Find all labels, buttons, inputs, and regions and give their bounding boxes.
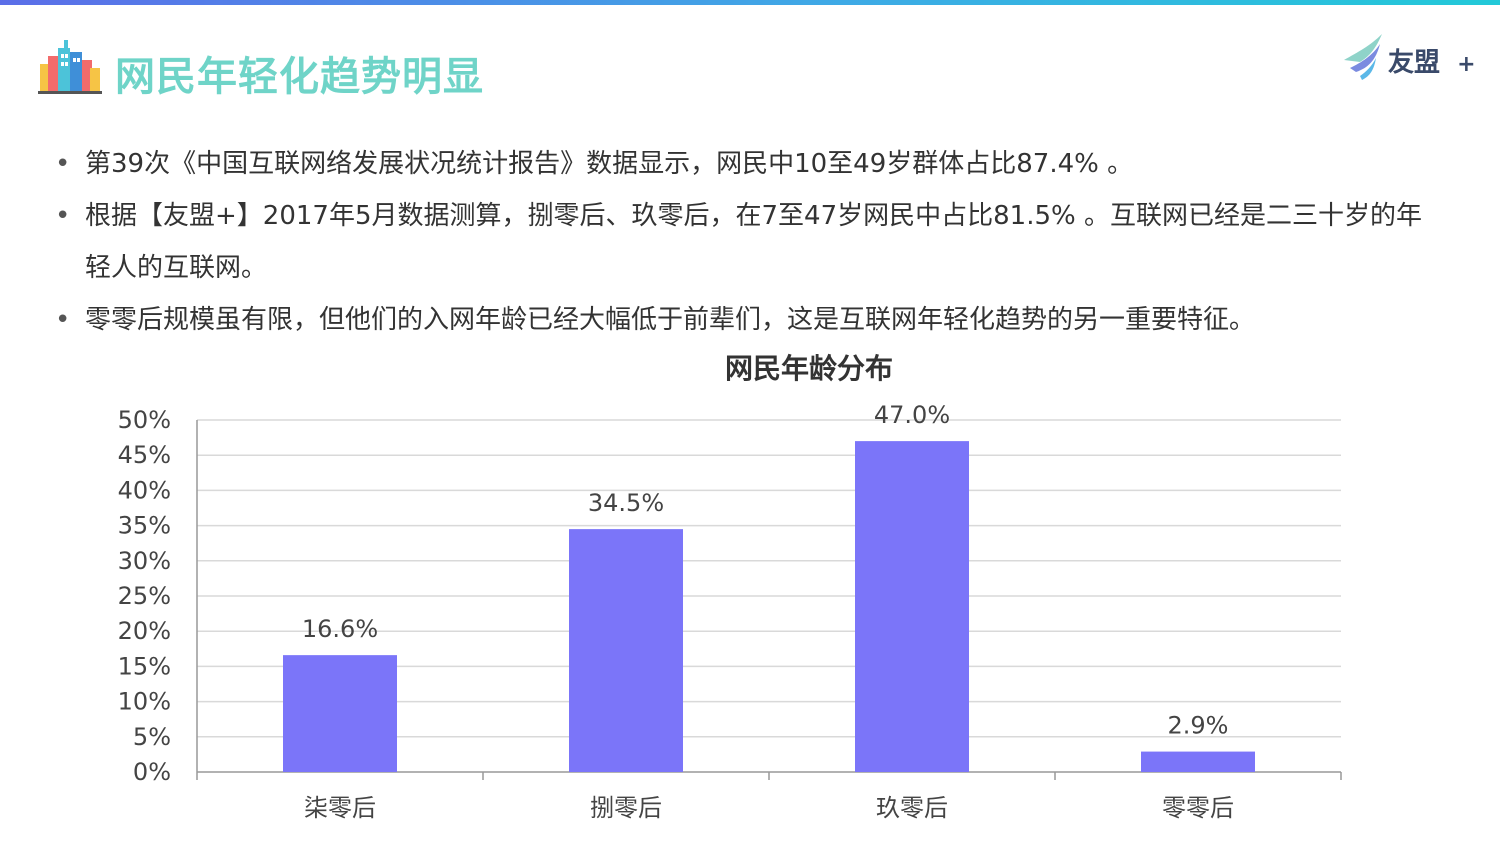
bullet-item: 零零后规模虽有限，但他们的入网年龄已经大幅低于前辈们，这是互联网年轻化趋势的另一… xyxy=(55,294,1445,346)
page-title: 网民年轻化趋势明显 xyxy=(115,54,484,100)
data-label: 16.6% xyxy=(302,615,378,643)
y-tick-label: 45% xyxy=(118,441,171,469)
y-tick-label: 15% xyxy=(118,652,171,680)
bar-4 xyxy=(1141,751,1255,772)
y-tick-label: 40% xyxy=(118,476,171,504)
x-tick-label: 捌零后 xyxy=(590,794,662,822)
x-tick-label: 柒零后 xyxy=(304,794,376,822)
logo-name: 友盟 xyxy=(1388,48,1441,78)
x-tick-label: 玖零后 xyxy=(876,794,948,822)
bar-2 xyxy=(569,529,683,772)
city-icon xyxy=(38,40,102,94)
y-tick-label: 5% xyxy=(133,723,171,751)
age-distribution-chart: 网民年龄分布 0% 5% 10% 15% 20% 25% 30% 35% 40% 45% 50% 16.… xyxy=(0,340,1500,844)
x-tick-label: 零零后 xyxy=(1162,794,1234,822)
y-tick-label: 50% xyxy=(118,406,171,434)
y-tick-label: 20% xyxy=(118,617,171,645)
bullet-list: 第39次《中国互联网络发展状况统计报告》数据显示，网民中10至49岁群体占比87… xyxy=(55,138,1445,346)
data-label: 2.9% xyxy=(1168,712,1229,740)
bullet-item: 根据【友盟+】2017年5月数据测算，捌零后、玖零后，在7至47岁网民中占比81… xyxy=(55,190,1445,294)
y-tick-label: 10% xyxy=(118,688,171,716)
bar-3 xyxy=(855,441,969,772)
y-tick-label: 25% xyxy=(118,582,171,610)
data-label: 34.5% xyxy=(588,489,664,517)
bullet-item: 第39次《中国互联网络发展状况统计报告》数据显示，网民中10至49岁群体占比87… xyxy=(55,138,1445,190)
logo-text: 友盟 + xyxy=(1388,42,1476,79)
umeng-logo-icon xyxy=(1344,34,1382,80)
logo-plus: + xyxy=(1457,52,1476,77)
y-tick-label: 30% xyxy=(118,547,171,575)
y-tick-label: 35% xyxy=(118,512,171,540)
chart-svg: 网民年龄分布 0% 5% 10% 15% 20% 25% 30% 35% 40% 45% 50% 16.… xyxy=(118,352,1342,822)
bar-1 xyxy=(283,655,397,772)
data-label: 47.0% xyxy=(874,401,950,429)
y-tick-label: 0% xyxy=(133,758,171,786)
top-accent-bar xyxy=(0,0,1500,5)
chart-title: 网民年龄分布 xyxy=(725,352,893,385)
